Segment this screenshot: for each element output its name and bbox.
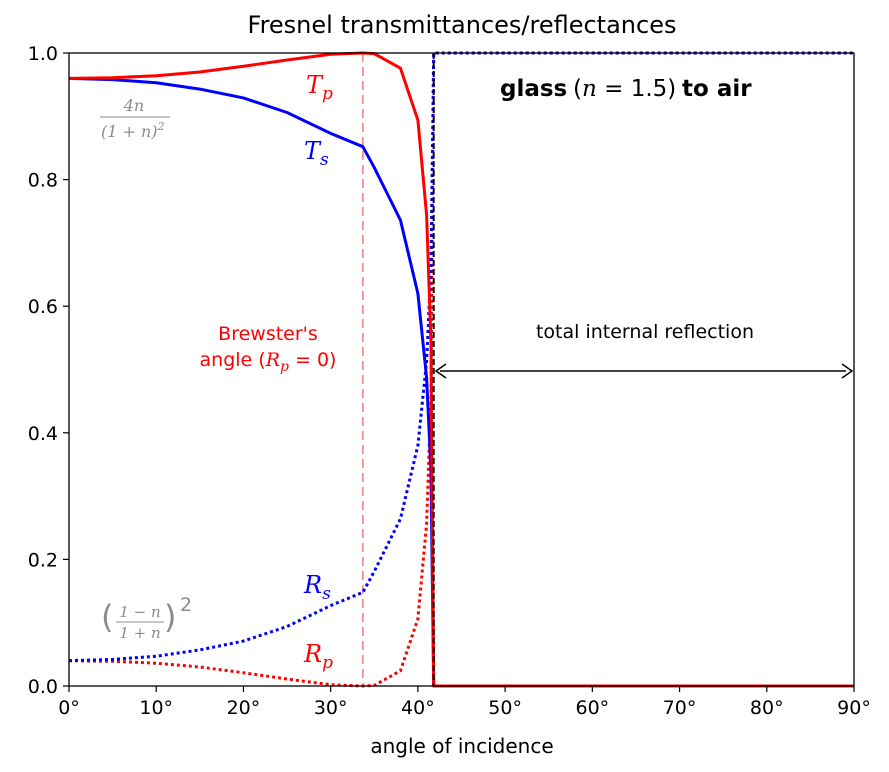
formula-t0-exp: 2 [157,120,165,133]
brewster-pre: angle ( [200,349,266,371]
plot-area [68,51,855,688]
glass-n: n [582,76,597,102]
formula-t0: 4n (1 + n)2 [100,96,170,141]
to-air-word: to air [682,76,752,102]
y-tick-label: 0.8 [28,170,58,192]
formula-t0-den-main: (1 + n) [101,122,158,141]
formula-r0-lparen: ( [101,598,113,636]
x-tick-label: 60° [575,697,609,719]
formula-r0-exp: 2 [180,594,192,616]
label-rp-sub: p [322,653,333,673]
x-tick-label: 10° [139,697,173,719]
series-line-rs [68,51,854,663]
formula-t0-num: 4n [123,96,144,115]
tir-arrow [434,363,854,379]
x-tick-label: 90° [837,697,871,719]
brewster-line2: angle (Rp = 0) [200,349,337,375]
brewster-var: R [265,349,280,371]
plot-frame [68,52,855,687]
y-tick-label: 0.4 [28,423,58,445]
label-rs-main: R [303,571,322,599]
glass-paren: ( [573,76,582,102]
glass-eq: = 1.5) [597,76,676,102]
label-ts-main: T [304,137,322,165]
brewster-post: = 0) [289,349,337,371]
y-tick-label: 0.0 [28,676,58,698]
glass-word: glass [500,76,567,102]
label-ts-sub: s [320,150,329,170]
x-axis-label: angle of incidence [370,734,553,758]
formula-t0-den: (1 + n)2 [101,120,165,141]
annotation-glass-to-air: glass (n = 1.5) to air [500,76,752,102]
x-tick-label: 30° [314,697,348,719]
x-tick-label: 50° [488,697,522,719]
y-tick-label: 0.2 [28,549,58,571]
label-rp-main: R [303,640,322,668]
x-tick-label: 80° [750,697,784,719]
formula-r0-den: 1 + n [119,624,160,642]
formula-r0-num: 1 − n [119,603,160,621]
label-rs: Rs [303,571,331,604]
label-rp: Rp [303,640,333,673]
brewster-sub: p [280,359,289,375]
x-tick-label: 20° [227,697,261,719]
x-axis-ticks: 0° 10° 20° 30° 40° 50° 60° 70° 80° 90° [58,686,871,719]
label-tp-sub: p [322,84,333,104]
brewster-line1: Brewster's [218,323,318,345]
formula-r0-rparen: ) [164,598,176,636]
y-axis-ticks: 0.0 0.2 0.4 0.6 0.8 1.0 [28,43,69,698]
plot-background [69,53,854,686]
label-tp-main: T [306,71,324,99]
x-tick-label: 40° [401,697,435,719]
y-tick-label: 0.6 [28,296,58,318]
x-tick-label: 0° [58,697,80,719]
y-tick-label: 1.0 [28,43,58,65]
x-tick-label: 70° [663,697,697,719]
formula-r0: ( 1 − n 1 + n ) 2 [101,594,192,642]
label-tp: Tp [306,71,333,104]
label-rs-sub: s [322,584,331,604]
chart-title: Fresnel transmittances/reflectances [248,11,677,39]
label-ts: Ts [304,137,329,170]
tir-label: total internal reflection [536,321,754,343]
